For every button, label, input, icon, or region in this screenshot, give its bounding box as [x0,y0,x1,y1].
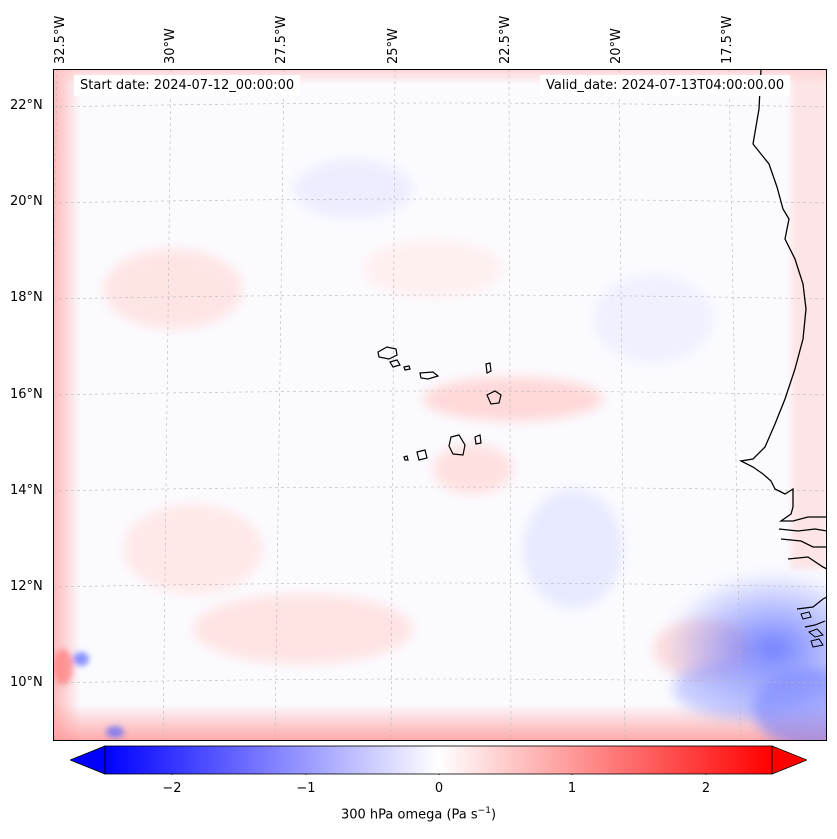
island-santiago [448,434,466,456]
blue-region [663,569,827,741]
guinea-bissau-coast [796,596,827,628]
senegal-gambia-coast [778,528,827,570]
lon-label-27-5w: 27.5°W [274,15,289,64]
map-frame [53,69,827,741]
lat-label-22n: 22°N [10,98,43,113]
cape-verde-islands [377,346,502,461]
colorbar-tick-1: 1 [567,781,577,796]
colorbar-body [104,745,773,775]
colorbar [70,745,807,775]
island-fogo [416,449,428,461]
colorbar-tick-0: 0 [434,781,444,796]
colorbar-label-exponent: −1 [477,806,491,816]
lon-label-22-5w: 22.5°W [498,15,513,64]
valid-date-label: Valid_date: 2024-07-13T04:00:00.00 [540,75,791,96]
colorbar-max-extend [771,745,807,775]
island-boa-vista [486,390,502,405]
blue-spots [53,649,124,738]
colorbar-label-text: 300 hPa omega (Pa s [340,807,478,823]
island-sao-nicolau [419,371,440,380]
colorbar-label-end: ) [490,807,497,823]
colorbar-min-extend [70,745,106,775]
left-edge-band [53,69,81,741]
lat-label-12n: 12°N [10,579,43,594]
start-date-label: Start date: 2024-07-12_00:00:00 [74,75,301,96]
lon-label-30w: 30°W [163,28,178,64]
omega-map [53,69,827,741]
africa-coastline [738,69,827,522]
lon-label-17-5w: 17.5°W [720,15,735,64]
island-santo-antao [377,346,398,360]
island-sao-vicente [389,359,401,368]
lon-label-20w: 20°W [609,28,624,64]
colorbar-label: 300 hPa omega (Pa s−1) [0,806,837,822]
lat-label-18n: 18°N [10,290,43,305]
island-santa-luzia [403,365,411,371]
right-edge-band [791,69,827,569]
lat-label-14n: 14°N [10,483,43,498]
island-sal [485,362,492,374]
lat-label-20n: 20°N [10,194,43,209]
lat-label-10n: 10°N [10,675,43,690]
island-brava [403,455,409,461]
colorbar-tick-minus2: −2 [162,781,182,796]
lat-label-16n: 16°N [10,387,43,402]
lon-label-32-5w: 32.5°W [53,15,68,64]
colorbar-ticks [171,774,707,775]
colorbar-tick-minus1: −1 [296,781,316,796]
bijagos-islands [800,611,824,648]
island-maio [474,434,482,445]
lon-label-25w: 25°W [386,28,401,64]
colorbar-tick-2: 2 [701,781,711,796]
graticule [53,69,827,741]
